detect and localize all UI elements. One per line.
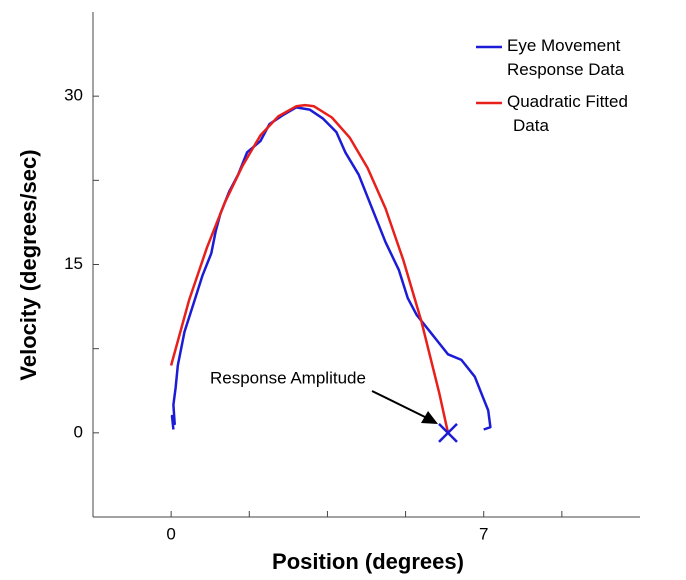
y-axis-title: Velocity (degrees/sec)	[16, 149, 41, 380]
legend-label: Eye Movement Response Data	[507, 36, 625, 79]
y-tick-label: 15	[64, 254, 83, 273]
x-tick-label: 7	[479, 524, 488, 543]
series-line	[169, 103, 450, 434]
y-tick-label: 30	[64, 86, 83, 105]
y-tick-label: 0	[74, 422, 83, 441]
series-line	[170, 106, 492, 431]
x-axis-title: Position (degrees)	[272, 549, 464, 574]
arrow-head	[421, 411, 438, 424]
response-amplitude-marker	[438, 422, 458, 443]
x-tick-label: 0	[166, 524, 175, 543]
legend-label: Quadratic Fitted Data	[507, 92, 628, 135]
annotation: Response Amplitude	[210, 368, 366, 387]
annotation-arrow	[371, 390, 428, 419]
